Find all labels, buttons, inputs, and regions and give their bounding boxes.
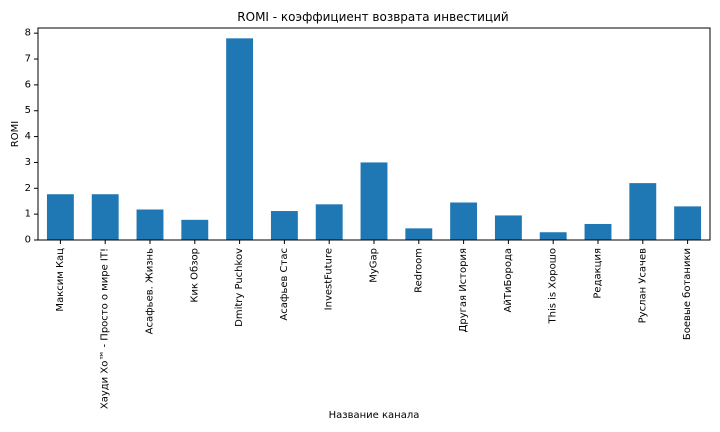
x-tick-label-2: Асафьев. Жизнь [145, 248, 156, 334]
bar-8 [405, 228, 433, 240]
bar-14 [674, 206, 702, 240]
x-tick-label-12: Редакция [593, 248, 604, 299]
x-tick-label-0: Максим Кац [55, 248, 66, 312]
x-tick-label-4: Dmitry Puchkov [234, 248, 245, 327]
x-axis: Максим Кац Хауди Хо™ - Просто о мире IT! А… [55, 240, 693, 409]
bar-12 [584, 223, 612, 240]
bar-13 [629, 183, 657, 240]
y-axis-label: ROMI [10, 121, 21, 147]
y-axis: 0 1 2 3 4 5 6 7 8 [25, 28, 38, 246]
x-tick-label-11: This is Хорошо [548, 248, 559, 324]
x-tick-label-13: Руслан Усачев [637, 248, 648, 323]
bars-group [46, 38, 702, 241]
bar-7 [360, 162, 388, 240]
y-tick-label-5: 5 [25, 105, 31, 116]
bar-9 [450, 202, 478, 240]
y-tick-label-4: 4 [25, 131, 31, 142]
bar-2 [136, 209, 164, 240]
x-tick-label-9: Другая История [458, 248, 469, 332]
x-tick-label-6: InvestFuture [324, 248, 335, 310]
x-axis-label: Название канала [329, 410, 420, 421]
y-tick-label-1: 1 [25, 209, 31, 220]
plot-frame [37, 27, 711, 241]
bar-5 [270, 211, 298, 240]
x-tick-label-14: Боевые ботаники [682, 248, 693, 340]
bar-1 [91, 194, 119, 240]
bar-0 [46, 194, 74, 240]
x-tick-label-8: Redroom [413, 248, 424, 293]
bar-10 [494, 215, 522, 240]
bar-11 [539, 232, 567, 240]
x-tick-label-3: Кик Обзор [189, 248, 200, 303]
y-tick-label-3: 3 [25, 157, 31, 168]
bar-4 [226, 38, 254, 241]
y-tick-label-2: 2 [25, 183, 31, 194]
x-tick-label-10: АйТиБорода [503, 248, 514, 312]
y-tick-label-7: 7 [25, 54, 31, 65]
x-tick-label-7: MyGap [369, 248, 380, 283]
y-tick-label-0: 0 [25, 235, 31, 246]
bar-6 [315, 204, 343, 240]
chart-title: ROMI - коэффициент возврата инвестиций [237, 10, 508, 24]
y-tick-label-6: 6 [25, 79, 31, 90]
x-tick-label-1: Хауди Хо™ - Просто о мире IT! [100, 248, 111, 409]
x-tick-label-5: Асафьев Стас [279, 248, 290, 321]
bar-3 [181, 219, 209, 240]
y-tick-label-8: 8 [25, 28, 31, 39]
